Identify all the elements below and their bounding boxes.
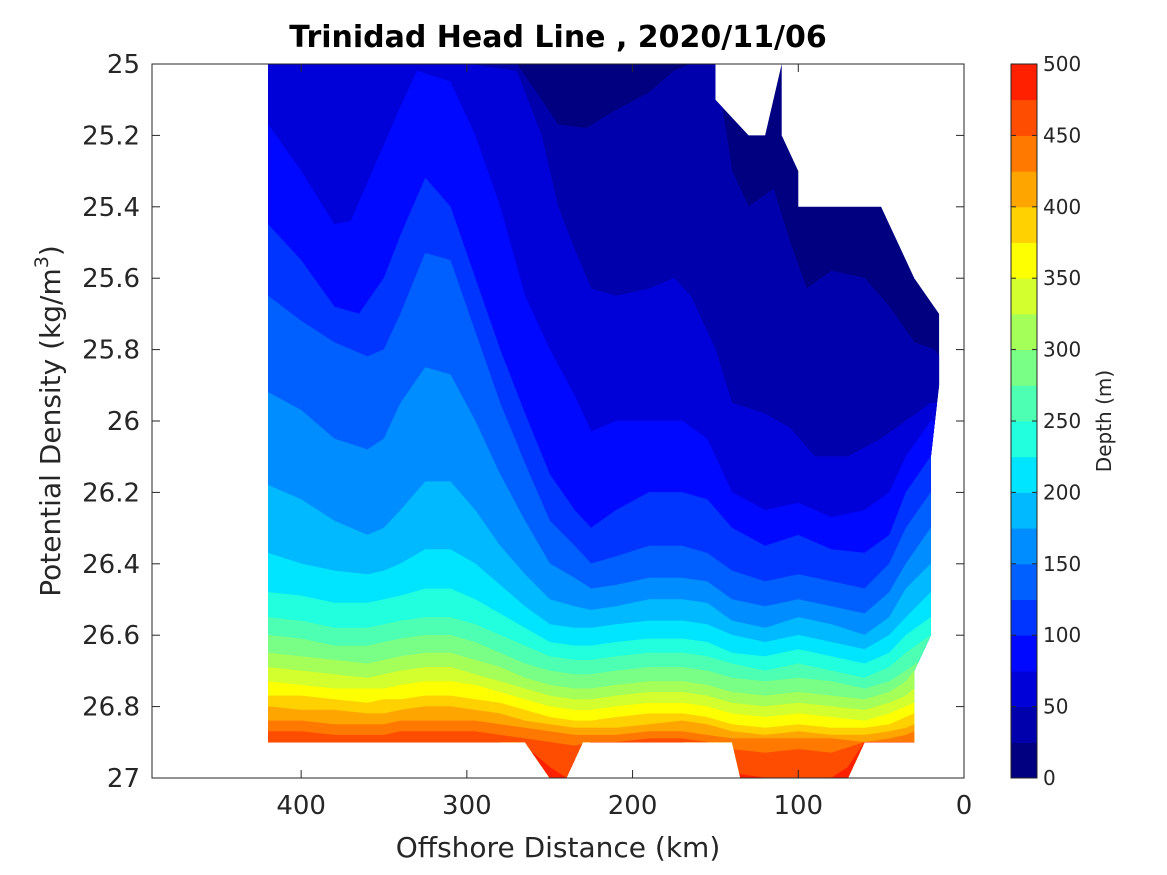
y-tick-label: 25 (107, 50, 140, 80)
y-tick-label: 26.4 (82, 550, 140, 580)
colorbar-tick-label: 500 (1043, 52, 1081, 76)
colorbar-segment (1011, 492, 1037, 529)
colorbar-segment (1011, 563, 1037, 600)
colorbar-segment (1011, 528, 1037, 565)
colorbar-segment (1011, 313, 1037, 351)
colorbar-tick-label: 50 (1043, 695, 1068, 719)
colorbar-tick-label: 400 (1043, 195, 1081, 219)
chart-title: Trinidad Head Line , 2020/11/06 (289, 20, 826, 55)
x-tick-label: 400 (276, 791, 326, 821)
colorbar-segment (1011, 742, 1037, 779)
y-tick-label: 25.8 (82, 336, 140, 366)
colorbar-segment (1011, 670, 1037, 708)
colorbar-tick-label: 450 (1043, 123, 1081, 147)
colorbar-segment (1011, 242, 1037, 279)
y-axis-title-superscript: 3 (31, 256, 53, 268)
colorbar-segment (1011, 385, 1037, 422)
colorbar-tick-label: 350 (1043, 266, 1081, 290)
colorbar-segment (1011, 99, 1037, 136)
colorbar-segment (1011, 64, 1037, 101)
x-tick-label: 300 (442, 791, 492, 821)
y-tick-label: 27 (107, 764, 140, 794)
y-tick-label: 25.4 (82, 193, 140, 223)
x-tick-label: 200 (608, 791, 658, 821)
colorbar-tick-label: 0 (1043, 766, 1056, 790)
colorbar-tick-label: 200 (1043, 480, 1081, 504)
colorbar-segment (1011, 278, 1037, 315)
y-tick-label: 26.6 (82, 621, 140, 651)
colorbar-segment (1011, 456, 1037, 493)
colorbar-tick-label: 150 (1043, 552, 1081, 576)
y-tick-label: 26.2 (82, 478, 140, 508)
x-tick-label: 0 (956, 791, 973, 821)
y-axis: 25 25.2 25.4 25.6 25.8 26 26.2 26.4 26.6 26.8 27 (82, 50, 964, 794)
colorbar-segment (1011, 635, 1037, 672)
colorbar-segment (1011, 706, 1037, 743)
colorbar-tick-label: 250 (1043, 409, 1081, 433)
x-axis-title: Offshore Distance (km) (396, 831, 721, 864)
x-axis: 400 300 200 100 0 (276, 64, 972, 821)
colorbar-tick-label: 100 (1043, 623, 1081, 647)
colorbar-title: Depth (m) (1092, 370, 1116, 472)
y-axis-title-suffix: ) (34, 245, 67, 256)
y-axis-title: Potential Density (kg/m3) (31, 245, 67, 597)
colorbar-segment (1011, 599, 1037, 636)
y-tick-label: 26.8 (82, 693, 140, 723)
colorbar-segment (1011, 135, 1037, 172)
y-tick-label: 26 (107, 407, 140, 437)
y-axis-title-main: Potential Density (kg/m (34, 268, 67, 597)
colorbar-tick-label: 300 (1043, 338, 1081, 362)
y-tick-label: 25.2 (82, 121, 140, 151)
colorbar-segment (1011, 421, 1037, 458)
colorbar: 0 50 100 150 200 250 300 350 400 450 500 (1010, 52, 1081, 790)
x-tick-label: 100 (773, 791, 823, 821)
colorbar-segment (1011, 349, 1037, 386)
colorbar-segment (1011, 171, 1037, 208)
colorbar-segment (1011, 206, 1037, 243)
y-tick-label: 25.6 (82, 264, 140, 294)
